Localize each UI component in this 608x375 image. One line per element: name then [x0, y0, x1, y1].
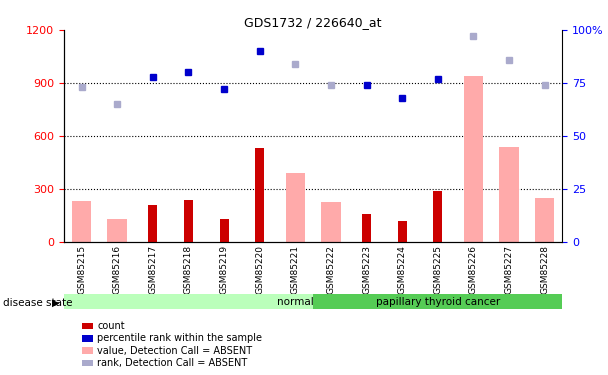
Text: papillary thyroid cancer: papillary thyroid cancer — [376, 297, 500, 307]
Text: disease state: disease state — [3, 298, 72, 308]
Bar — [72, 201, 91, 242]
Bar — [362, 214, 371, 242]
Text: rank, Detection Call = ABSENT: rank, Detection Call = ABSENT — [97, 358, 247, 368]
Text: count: count — [97, 321, 125, 331]
Bar — [108, 219, 127, 242]
Title: GDS1732 / 226640_at: GDS1732 / 226640_at — [244, 16, 382, 29]
Bar — [219, 219, 229, 242]
Bar — [463, 76, 483, 242]
Bar — [184, 200, 193, 242]
Bar — [321, 202, 340, 242]
Text: value, Detection Call = ABSENT: value, Detection Call = ABSENT — [97, 346, 252, 355]
Bar — [148, 205, 157, 242]
Text: ▶: ▶ — [52, 298, 60, 308]
Bar — [535, 198, 554, 242]
Bar — [398, 220, 407, 242]
Bar — [255, 148, 264, 242]
Text: percentile rank within the sample: percentile rank within the sample — [97, 333, 262, 343]
Text: normal: normal — [277, 297, 314, 307]
Bar — [499, 147, 519, 242]
Bar — [286, 173, 305, 242]
Bar — [64, 294, 313, 309]
Bar — [313, 294, 562, 309]
Bar — [434, 190, 442, 242]
